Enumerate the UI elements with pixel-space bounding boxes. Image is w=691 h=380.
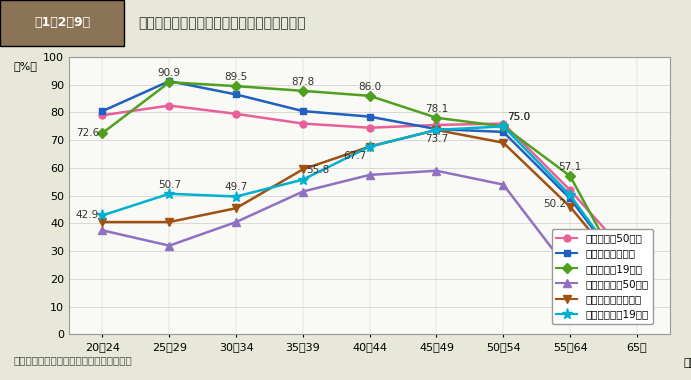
- Text: （備考）総務省「労働力調査」より作成。: （備考）総務省「労働力調査」より作成。: [14, 355, 133, 365]
- 未婚（平成19年）: [433, 116, 441, 120]
- Text: 86.0: 86.0: [358, 82, 381, 92]
- 有配偶（平成19年）: [165, 192, 173, 196]
- 有配偶（昭和50年）: [98, 228, 106, 233]
- 未婚（昭和50年）: [232, 112, 240, 116]
- Text: 73.7: 73.7: [425, 134, 448, 144]
- 未婚（平成２年）: [499, 130, 507, 134]
- 有配偶（平成19年）: [566, 193, 574, 198]
- Line: 未婚（昭和50年）: 未婚（昭和50年）: [99, 102, 641, 269]
- 未婚（平成19年）: [165, 80, 173, 84]
- Line: 未婚（平成２年）: 未婚（平成２年）: [99, 78, 641, 290]
- Legend: 未婚（昭和50年）, 未婚（平成２年）, 未婚（平成19年）, 有配偶（昭和50年）, 有配偶（平成２年）, 有配偶（平成19年）: 未婚（昭和50年）, 未婚（平成２年）, 未婚（平成19年）, 有配偶（昭和50…: [552, 229, 653, 324]
- Line: 有配偶（平成19年）: 有配偶（平成19年）: [97, 121, 643, 293]
- 有配偶（平成２年）: [232, 206, 240, 211]
- Text: 87.8: 87.8: [292, 77, 314, 87]
- 有配偶（平成２年）: [433, 128, 441, 132]
- 未婚（平成19年）: [499, 124, 507, 128]
- 有配偶（平成19年）: [98, 213, 106, 218]
- 未婚（平成２年）: [98, 109, 106, 113]
- 有配偶（昭和50年）: [499, 182, 507, 187]
- Text: 17.1: 17.1: [625, 273, 648, 283]
- Line: 未婚（平成19年）: 未婚（平成19年）: [99, 79, 641, 302]
- Text: 67.7: 67.7: [343, 151, 366, 161]
- 有配偶（平成19年）: [433, 128, 441, 132]
- Text: （年齢）: （年齢）: [683, 358, 691, 368]
- 未婚（昭和50年）: [299, 121, 307, 126]
- 未婚（平成19年）: [299, 89, 307, 93]
- 有配偶（昭和50年）: [433, 168, 441, 173]
- Text: （%）: （%）: [14, 61, 38, 71]
- 有配偶（昭和50年）: [633, 313, 641, 317]
- Text: 配偶関係別女性の年齢階級別労働力率の推移: 配偶関係別女性の年齢階級別労働力率の推移: [138, 16, 305, 30]
- 未婚（昭和50年）: [366, 125, 374, 130]
- 有配偶（昭和50年）: [299, 189, 307, 194]
- 有配偶（昭和50年）: [566, 270, 574, 274]
- Text: 75.0: 75.0: [507, 112, 530, 122]
- 未婚（昭和50年）: [566, 188, 574, 192]
- Text: 49.7: 49.7: [225, 182, 247, 192]
- FancyBboxPatch shape: [0, 0, 124, 46]
- Text: 72.6: 72.6: [76, 128, 100, 138]
- Line: 有配偶（昭和50年）: 有配偶（昭和50年）: [98, 166, 641, 319]
- 未婚（平成19年）: [98, 131, 106, 135]
- 未婚（平成２年）: [165, 79, 173, 84]
- 有配偶（平成２年）: [566, 204, 574, 209]
- Text: 57.1: 57.1: [558, 162, 582, 172]
- 未婚（平成19年）: [366, 93, 374, 98]
- 未婚（昭和50年）: [98, 113, 106, 117]
- 有配偶（平成２年）: [165, 220, 173, 224]
- 未婚（昭和50年）: [433, 123, 441, 127]
- 有配偶（昭和50年）: [165, 243, 173, 248]
- 未婚（平成２年）: [433, 127, 441, 131]
- 有配偶（平成19年）: [366, 144, 374, 149]
- Text: 90.9: 90.9: [158, 68, 181, 78]
- 有配偶（平成２年）: [366, 144, 374, 149]
- 有配偶（平成２年）: [98, 220, 106, 224]
- 有配偶（平成２年）: [299, 167, 307, 172]
- 有配偶（平成19年）: [633, 285, 641, 289]
- 未婚（平成２年）: [366, 114, 374, 119]
- 有配偶（平成19年）: [499, 124, 507, 128]
- Text: 42.9: 42.9: [76, 211, 100, 220]
- 有配偶（昭和50年）: [232, 220, 240, 224]
- Text: 12.8: 12.8: [610, 303, 634, 313]
- Text: 第1－2－9図: 第1－2－9図: [34, 16, 91, 29]
- Text: 50.2: 50.2: [544, 199, 567, 209]
- 有配偶（平成２年）: [633, 285, 641, 289]
- 未婚（昭和50年）: [633, 263, 641, 268]
- 未婚（平成２年）: [299, 109, 307, 113]
- 未婚（平成２年）: [633, 285, 641, 289]
- Line: 有配偶（平成２年）: 有配偶（平成２年）: [98, 126, 641, 291]
- 有配偶（昭和50年）: [366, 173, 374, 177]
- Text: 78.1: 78.1: [425, 104, 448, 114]
- 未婚（平成２年）: [566, 196, 574, 201]
- 未婚（昭和50年）: [165, 103, 173, 108]
- 未婚（昭和50年）: [499, 121, 507, 126]
- 有配偶（平成２年）: [499, 141, 507, 145]
- Text: 50.7: 50.7: [158, 180, 181, 190]
- Text: 89.5: 89.5: [225, 72, 247, 82]
- 有配偶（平成19年）: [232, 194, 240, 199]
- 有配偶（平成19年）: [299, 177, 307, 182]
- 未婚（平成19年）: [232, 84, 240, 89]
- 未婚（平成19年）: [633, 297, 641, 301]
- Text: 55.8: 55.8: [306, 165, 330, 176]
- 未婚（平成２年）: [232, 92, 240, 97]
- 未婚（平成19年）: [566, 174, 574, 178]
- Text: 75.0: 75.0: [507, 112, 530, 122]
